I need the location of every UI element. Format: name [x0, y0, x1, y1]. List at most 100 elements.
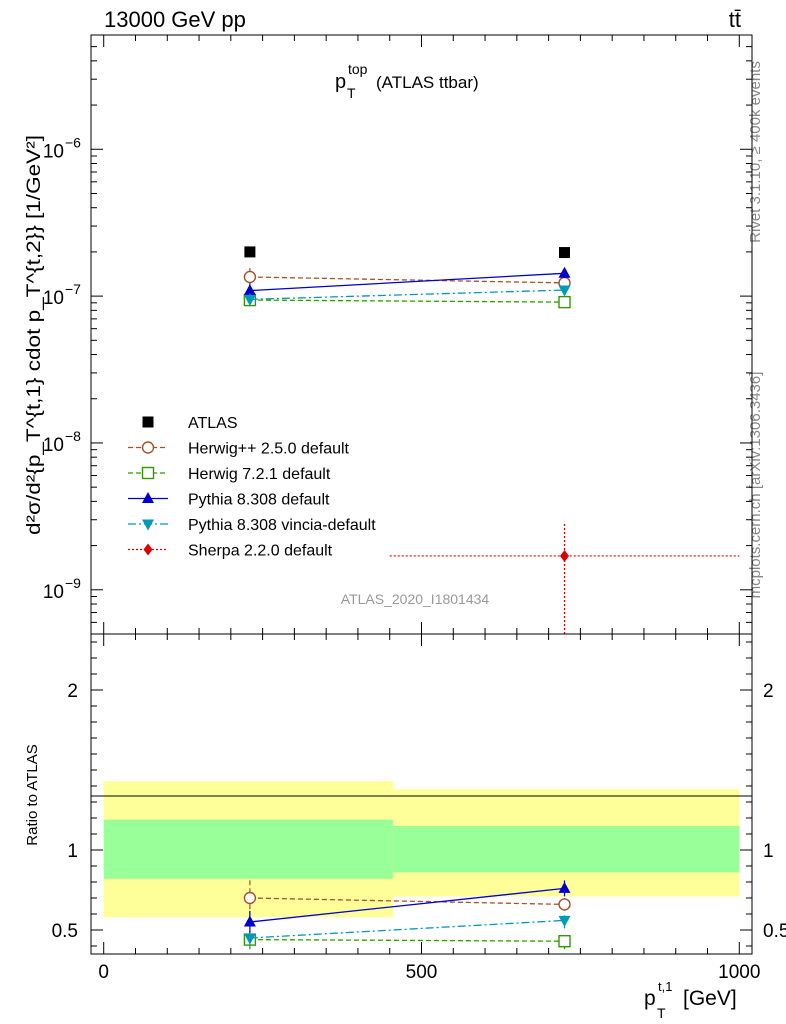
- ratio-y-label-text: Ratio to ATLAS: [24, 744, 41, 845]
- mcplots-site-label: mcplots.cern.ch [arXiv:1306.3436]: [747, 372, 764, 599]
- x-label-sup: t,1: [658, 979, 672, 994]
- x-label-unit: [GeV]: [683, 987, 737, 1010]
- series-line-pythia-8-308-default: [249, 272, 565, 292]
- ratio-axis-ticks: [91, 634, 752, 954]
- main-y-tick-exponent: −9: [65, 575, 81, 591]
- x-label-sub-t: T: [657, 1005, 666, 1021]
- series-sherpa-2-2-0-default: [389, 521, 740, 634]
- legend-label-pythia-8-308-vincia-default: Pythia 8.308 vincia-default: [188, 517, 376, 534]
- x-axis-label: p T t,1 [GeV]: [644, 979, 737, 1021]
- ratio-data-marks: [243, 877, 571, 950]
- data-point-atlas: [244, 246, 256, 258]
- x-tick-label: 1000: [718, 962, 760, 983]
- series-line-herwig-2-5-0-default: [249, 276, 565, 284]
- ratio-line-pythia-8-308-default: [249, 887, 565, 923]
- ratio-y-tick-label-right: 0.5: [763, 921, 786, 942]
- main-plot-panel: 10−610−710−810−9 p T top (ATLAS ttbar) d…: [24, 34, 753, 635]
- legend-marker-atlas: [142, 416, 154, 428]
- legend-marker-sherpa-2-2-0-default: [143, 543, 153, 556]
- legend-label-atlas: ATLAS: [188, 415, 238, 432]
- main-y-label-text: d²σ/d²{p_T^{t,1} cdot p_T^{t,2}} [1/GeV²…: [24, 135, 45, 535]
- ratio-uncertainty-bands: [103, 781, 740, 918]
- data-point-pythia-8-308-vincia-default: [243, 294, 256, 306]
- data-point-herwig-2-5-0-default: [243, 270, 257, 284]
- data-point-sherpa-2-2-0-default: [560, 549, 570, 562]
- series-atlas: [244, 246, 571, 259]
- ratio-series-pythia-8-308-default: [243, 880, 571, 934]
- legend-entry-pythia-8-308-vincia-default: Pythia 8.308 vincia-default: [128, 517, 376, 534]
- main-axis-ticks: [91, 34, 752, 635]
- legend-label-herwig-7-2-1-default: Herwig 7.2.1 default: [188, 466, 331, 483]
- main-y-tick-exponent: −7: [65, 281, 81, 297]
- legend-label-pythia-8-308-default: Pythia 8.308 default: [188, 492, 330, 509]
- ratio-line-pythia-8-308-vincia-default: [249, 919, 565, 939]
- ratio-inner-band: [392, 826, 740, 873]
- ratio-point-pythia-8-308-default: [243, 915, 256, 927]
- legend: ATLAS Herwig++ 2.5.0 default Herwig 7.2.1 …: [128, 415, 376, 560]
- legend-marker-pythia-8-308-vincia-default: [142, 519, 154, 531]
- data-point-pythia-8-308-vincia-default: [558, 285, 571, 297]
- legend-marker-pythia-8-308-default: [142, 492, 154, 503]
- ratio-point-herwig-7-2-1-default: [558, 935, 571, 948]
- ratio-y-tick-label-left: 1: [67, 841, 78, 862]
- main-y-tick-labels: 10−610−710−810−9: [43, 134, 81, 603]
- series-line-pythia-8-308-vincia-default: [249, 289, 565, 301]
- main-y-tick-exponent: −8: [65, 428, 81, 444]
- ratio-inner-band: [103, 819, 393, 879]
- legend-entry-sherpa-2-2-0-default: Sherpa 2.2.0 default: [128, 543, 333, 560]
- series-line-herwig-7-2-1-default: [249, 299, 565, 303]
- series-herwig-7-2-1-default: [243, 293, 571, 309]
- energy-label: 13000 GeV pp: [104, 7, 246, 32]
- ratio-series-herwig-2-5-0-default: [243, 877, 571, 918]
- series-herwig-2-5-0-default: [243, 268, 571, 290]
- legend-entry-herwig-7-2-1-default: Herwig 7.2.1 default: [128, 466, 331, 483]
- ratio-tick-labels: 0.5 0.5 1 1 2 2 0 500 1000: [52, 681, 786, 983]
- series-pythia-8-308-default: [243, 266, 571, 299]
- main-y-tick-label: 10: [43, 288, 64, 309]
- ratio-plot-panel: 0.5 0.5 1 1 2 2 0 500 1000 Ratio to ATLAS p T t,…: [24, 633, 786, 1021]
- ratio-line-herwig-7-2-1-default: [249, 938, 565, 942]
- x-tick-label: 500: [406, 962, 438, 983]
- legend-marker-herwig-7-2-1-default: [141, 466, 155, 480]
- data-point-pythia-8-308-default: [243, 284, 256, 296]
- legend-entry-atlas: ATLAS: [142, 415, 238, 432]
- ratio-point-pythia-8-308-vincia-default: [243, 933, 256, 945]
- ratio-y-tick-label-left: 2: [67, 681, 78, 702]
- legend-entry-pythia-8-308-default: Pythia 8.308 default: [128, 492, 330, 509]
- main-data-marks: [243, 246, 740, 634]
- ratio-point-pythia-8-308-vincia-default: [558, 915, 571, 927]
- main-y-tick-label: 10: [43, 141, 64, 162]
- ratio-point-herwig-2-5-0-default: [243, 891, 257, 905]
- ratio-point-herwig-2-5-0-default: [558, 898, 571, 911]
- ratio-line-herwig-2-5-0-default: [249, 897, 565, 906]
- legend-entry-herwig-2-5-0-default: Herwig++ 2.5.0 default: [128, 441, 350, 458]
- legend-label-herwig-2-5-0-default: Herwig++ 2.5.0 default: [188, 441, 350, 458]
- ratio-y-tick-label-left: 0.5: [52, 921, 78, 942]
- title-sub-t: T: [347, 85, 356, 101]
- data-point-pythia-8-308-default: [558, 266, 571, 278]
- main-y-tick-exponent: −6: [65, 134, 81, 150]
- ratio-y-tick-label-right: 1: [763, 841, 774, 862]
- title-sup-top: top: [348, 61, 368, 77]
- legend-marker-herwig-2-5-0-default: [141, 441, 155, 454]
- ratio-series-herwig-7-2-1-default: [243, 930, 571, 950]
- main-y-tick-label: 10: [43, 582, 64, 603]
- data-point-atlas: [559, 247, 571, 259]
- title-p: p: [335, 71, 346, 93]
- x-tick-label: 0: [98, 962, 109, 983]
- series-pythia-8-308-vincia-default: [243, 285, 571, 307]
- ratio-point-pythia-8-308-default: [558, 881, 571, 893]
- x-label-p: p: [644, 987, 656, 1010]
- main-plot-title: p T top (ATLAS ttbar): [335, 61, 479, 101]
- title-suffix: (ATLAS ttbar): [376, 73, 479, 92]
- ratio-y-axis-label: Ratio to ATLAS: [24, 744, 41, 845]
- main-y-axis-label: d²σ/d²{p_T^{t,1} cdot p_T^{t,2}} [1/GeV²…: [24, 135, 45, 535]
- main-y-tick-label: 10: [43, 435, 64, 456]
- legend-label-sherpa-2-2-0-default: Sherpa 2.2.0 default: [188, 543, 333, 560]
- ratio-y-tick-label-right: 2: [763, 681, 774, 702]
- analysis-label: ATLAS_2020_I1801434: [341, 591, 490, 607]
- rivet-version-label: Rivet 3.1.10, ≥ 400k events: [747, 61, 764, 243]
- ratio-series-pythia-8-308-vincia-default: [243, 912, 571, 946]
- data-point-herwig-7-2-1-default: [558, 295, 571, 309]
